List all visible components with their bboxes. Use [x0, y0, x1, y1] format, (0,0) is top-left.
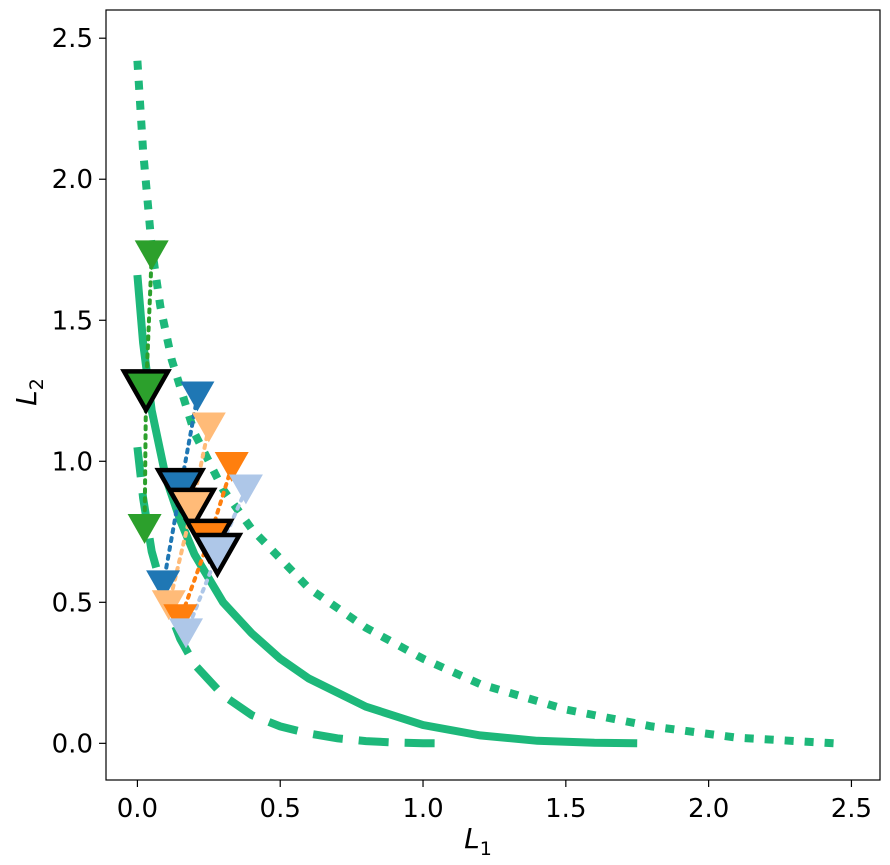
x-tick-label: 0.5 [260, 794, 301, 824]
x-tick-label: 1.5 [545, 794, 586, 824]
y-tick-label: 2.5 [52, 24, 93, 54]
marker-lightblue-end [169, 618, 203, 649]
marker-lightblue-highlighted [191, 532, 244, 579]
x-tick-label: 1.0 [402, 794, 443, 824]
x-axis: 0.0 0.5 1.0 1.5 2.0 2.5 [117, 780, 872, 824]
marker-orange-start [214, 452, 249, 482]
marker-green-start [134, 240, 169, 271]
marker-peach-highlighted [165, 487, 218, 534]
plot-area [105, 9, 881, 781]
pareto-front-dotted [133, 60, 835, 748]
y-tick-label: 0.5 [52, 588, 93, 618]
x-axis-label: L1 [464, 822, 492, 860]
y-axis-label: L2 [10, 378, 48, 406]
plot-content [120, 60, 835, 748]
pareto-front-dashed [133, 446, 438, 748]
y-axis: 0.0 0.5 1.0 1.5 2.0 2.5 [52, 24, 106, 759]
x-tick-label: 2.0 [688, 794, 729, 824]
marker-blue-end [146, 570, 181, 601]
y-tick-label: 2.0 [52, 165, 93, 195]
x-tick-label: 0.0 [117, 794, 158, 824]
marker-lightblue-start [228, 474, 263, 505]
y-tick-label: 0.0 [52, 729, 93, 759]
marker-green-highlighted [120, 369, 172, 415]
x-tick-label: 2.5 [831, 794, 872, 824]
marker-blue-start [180, 381, 215, 412]
marker-green-end [127, 514, 162, 544]
pareto-front-solid [133, 274, 638, 748]
y-tick-label: 1.5 [52, 306, 93, 336]
y-tick-label: 1.0 [52, 447, 93, 477]
marker-peach-start [191, 412, 226, 443]
